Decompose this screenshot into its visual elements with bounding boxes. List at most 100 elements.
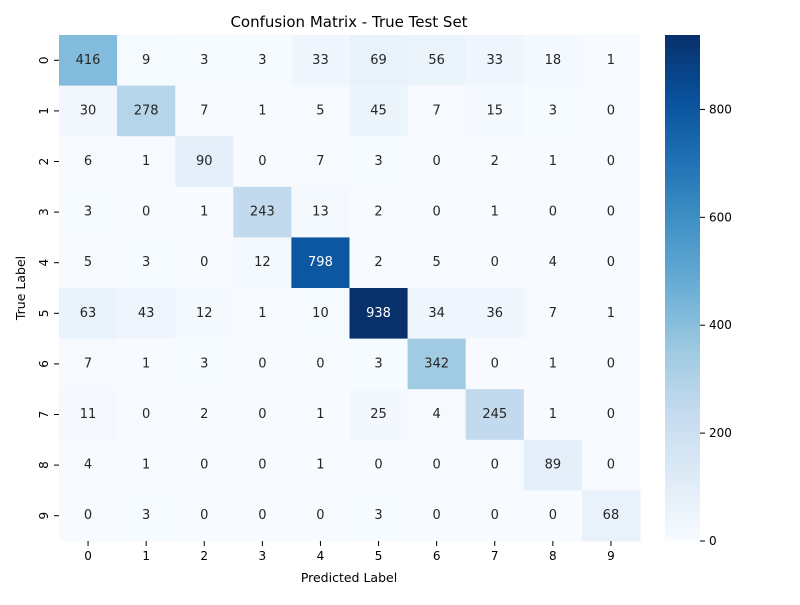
heatmap-cell-r7-c9 <box>581 389 641 441</box>
heatmap-cell-r0-c3 <box>233 35 292 87</box>
cell-value-r1-c2: 7 <box>200 103 208 118</box>
heatmap-cell-r4-c2 <box>175 237 234 289</box>
colorbar-tick-label-4: 800 <box>709 102 732 116</box>
heatmap-cell-r0-c8 <box>523 35 583 87</box>
cell-value-r9-c2: 0 <box>200 508 208 523</box>
cell-value-r4-c9: 0 <box>607 255 615 270</box>
cell-value-r6-c8: 1 <box>549 356 557 371</box>
cell-value-r6-c4: 0 <box>316 356 324 371</box>
cell-value-r2-c9: 0 <box>607 154 615 169</box>
cell-value-r3-c3: 243 <box>250 205 275 220</box>
heatmap-cell-r5-c5 <box>349 288 409 340</box>
cell-value-r5-c2: 12 <box>196 306 213 321</box>
colorbar-ticks: 0 200 400 600 800 <box>700 102 732 548</box>
cell-value-r7-c2: 2 <box>200 407 208 422</box>
cell-value-r1-c8: 3 <box>549 103 557 118</box>
cell-value-r2-c2: 90 <box>196 154 213 169</box>
cell-value-r2-c1: 1 <box>142 154 150 169</box>
cell-value-r0-c1: 9 <box>142 53 150 68</box>
cell-value-r4-c7: 0 <box>491 255 499 270</box>
x-tick-label-9: 9 <box>607 549 615 563</box>
heatmap-cell-r7-c3 <box>233 389 292 441</box>
heatmap-cell-r3-c9 <box>581 186 641 238</box>
heatmap-cell-r7-c2 <box>175 389 234 441</box>
cell-value-r3-c4: 13 <box>312 205 329 220</box>
heatmap-cell-r6-c6 <box>407 338 467 390</box>
cell-value-r5-c3: 1 <box>258 306 266 321</box>
cell-value-r9-c4: 0 <box>316 508 324 523</box>
cell-value-r6-c6: 342 <box>424 356 449 371</box>
heatmap-cell-r1-c5 <box>349 85 409 137</box>
heatmap-cell-r2-c8 <box>523 136 583 188</box>
y-tick-label-6: 6 <box>37 360 51 368</box>
heatmap-cell-r5-c0 <box>59 288 118 340</box>
heatmap-cell-r3-c1 <box>117 186 176 238</box>
heatmap-cell-r2-c1 <box>117 136 176 188</box>
heatmap-cell-r4-c8 <box>523 237 583 289</box>
cell-value-r0-c0: 416 <box>76 53 101 68</box>
heatmap-cell-r3-c8 <box>523 186 583 238</box>
heatmap-cell-r4-c1 <box>117 237 176 289</box>
heatmap-cell-r3-c4 <box>291 186 350 238</box>
heatmap-cell-r4-c9 <box>581 237 641 289</box>
heatmap-cell-r7-c7 <box>465 389 525 441</box>
cell-value-r9-c3: 0 <box>258 508 266 523</box>
heatmap-cell-r1-c3 <box>233 85 292 137</box>
heatmap-cell-r4-c3 <box>233 237 292 289</box>
cell-value-r2-c3: 0 <box>258 154 266 169</box>
heatmap-cell-r3-c6 <box>407 186 467 238</box>
cell-value-r0-c9: 1 <box>607 53 615 68</box>
y-tick-label-4: 4 <box>37 259 51 267</box>
heatmap-cell-r2-c6 <box>407 136 467 188</box>
heatmap-cell-r4-c7 <box>465 237 525 289</box>
heatmap-cell-r8-c9 <box>581 439 641 491</box>
cell-value-r7-c8: 1 <box>549 407 557 422</box>
cell-value-r4-c8: 4 <box>549 255 557 270</box>
cell-value-r7-c7: 245 <box>482 407 507 422</box>
cell-value-r6-c1: 1 <box>142 356 150 371</box>
cell-value-r4-c5: 2 <box>374 255 382 270</box>
cell-value-r7-c0: 11 <box>80 407 97 422</box>
cell-value-r9-c6: 0 <box>433 508 441 523</box>
cell-value-r3-c6: 0 <box>433 205 441 220</box>
heatmap-cell-r1-c0 <box>59 85 118 137</box>
cell-value-r2-c5: 3 <box>374 154 382 169</box>
heatmap-cell-r1-c4 <box>291 85 350 137</box>
x-axis-label: Predicted Label <box>301 570 397 585</box>
heatmap-cell-labels: 416 9 3 3 33 69 56 33 18 130 278 7 1 5 45 7 15 3 06 1 90 0 7 3 0… <box>76 53 620 523</box>
cell-value-r0-c5: 69 <box>370 53 387 68</box>
cell-value-r2-c6: 0 <box>433 154 441 169</box>
heatmap-cell-r8-c7 <box>465 439 525 491</box>
cell-value-r4-c0: 5 <box>84 255 92 270</box>
heatmap-cell-r4-c4 <box>291 237 350 289</box>
cell-value-r1-c9: 0 <box>607 103 615 118</box>
heatmap-cell-r5-c8 <box>523 288 583 340</box>
y-tick-label-0: 0 <box>37 56 51 64</box>
heatmap-cell-r6-c8 <box>523 338 583 390</box>
heatmap-cell-r0-c4 <box>291 35 350 87</box>
heatmap-cell-r3-c3 <box>233 186 292 238</box>
heatmap-cell-r8-c3 <box>233 439 292 491</box>
cell-value-r9-c8: 0 <box>549 508 557 523</box>
cell-value-r3-c9: 0 <box>607 205 615 220</box>
cell-value-r3-c1: 0 <box>142 205 150 220</box>
cell-value-r1-c6: 7 <box>433 103 441 118</box>
heatmap-cell-r1-c2 <box>175 85 234 137</box>
heatmap-cell-r2-c2 <box>175 136 234 188</box>
heatmap-cell-r8-c2 <box>175 439 234 491</box>
x-tick-label-3: 3 <box>259 549 267 563</box>
heatmap-cell-r1-c6 <box>407 85 467 137</box>
heatmap-cell-r6-c5 <box>349 338 409 390</box>
cell-value-r7-c3: 0 <box>258 407 266 422</box>
y-tick-label-1: 1 <box>37 107 51 115</box>
heatmap-cell-r7-c5 <box>349 389 409 441</box>
cell-value-r9-c1: 3 <box>142 508 150 523</box>
colorbar-tick-label-1: 200 <box>709 426 732 440</box>
x-tick-label-8: 8 <box>549 549 557 563</box>
heatmap-cell-r9-c4 <box>291 490 350 542</box>
x-tick-label-2: 2 <box>200 549 208 563</box>
cell-value-r7-c9: 0 <box>607 407 615 422</box>
heatmap-cell-r8-c1 <box>117 439 176 491</box>
cell-value-r3-c0: 3 <box>84 205 92 220</box>
